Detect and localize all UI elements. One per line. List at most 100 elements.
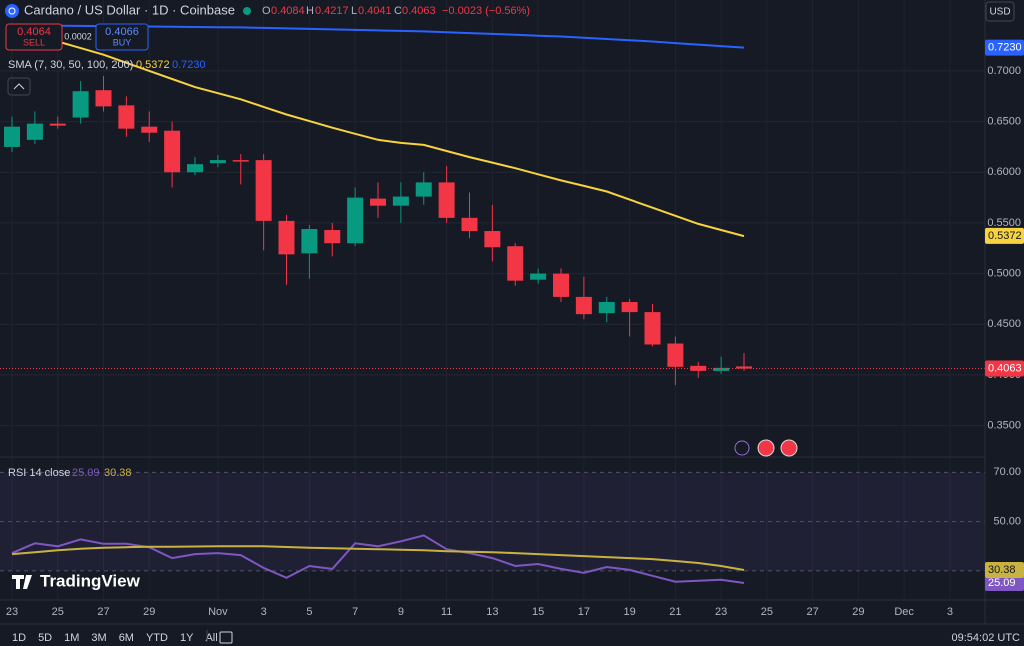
rsi-label[interactable]: RSI 14 close	[8, 467, 70, 479]
candle-body	[49, 123, 66, 126]
candle-body	[438, 182, 455, 218]
candle-body	[598, 301, 615, 314]
y-tick-label: 0.6000	[987, 166, 1021, 178]
ohlc-value: 0.4084	[271, 5, 305, 17]
candle-body	[324, 230, 341, 244]
x-tick-label: 7	[352, 606, 358, 618]
x-tick-label: 3	[947, 606, 953, 618]
y-tick-label: 0.5500	[987, 217, 1021, 229]
sell-price: 0.4064	[17, 26, 51, 38]
x-tick-label: Nov	[208, 606, 228, 618]
candle-body	[347, 197, 364, 244]
collapse-icon	[13, 83, 25, 90]
range-button[interactable]: 5D	[38, 632, 52, 644]
candle-body	[118, 105, 135, 129]
price-tag-label: 25.09	[988, 577, 1016, 589]
candle-body	[232, 160, 249, 162]
y-tick-label: 0.6500	[987, 116, 1021, 128]
x-tick-label: 5	[306, 606, 312, 618]
price-tag	[985, 227, 1024, 244]
candle-body	[26, 123, 43, 140]
collapse-button[interactable]	[7, 77, 31, 96]
price-tag	[985, 39, 1024, 56]
candle-body	[164, 130, 181, 173]
x-tick-label: 15	[532, 606, 544, 618]
x-tick-label: 13	[486, 606, 498, 618]
candle-body	[209, 160, 226, 164]
logo-mark	[12, 575, 32, 589]
x-tick-label: 29	[852, 606, 864, 618]
y-tick-label: 0.5000	[987, 268, 1021, 280]
range-button[interactable]: 1D	[12, 632, 26, 644]
tag-layer: 0.7000 0.6500 0.6000 0.5500 0.5000 0.4500 0.40…	[985, 39, 1024, 591]
x-tick-label: 29	[143, 606, 155, 618]
candle-body	[621, 301, 638, 313]
event-icon[interactable]	[734, 440, 750, 456]
indicator-line	[11, 534, 745, 584]
candle-body	[187, 164, 203, 173]
range-button[interactable]: All	[205, 632, 217, 644]
indicator-label[interactable]: SMA (7, 30, 50, 100, 200)	[8, 59, 133, 71]
rsi-value: 30.38	[104, 467, 132, 479]
x-tick-label: 19	[624, 606, 636, 618]
x-tick-label: 23	[715, 606, 727, 618]
y-tick-label: 0.3500	[987, 420, 1021, 432]
candle-body	[484, 231, 501, 248]
currency: USD	[989, 7, 1010, 18]
price-change: −0.0023 (−0.56%)	[442, 5, 530, 17]
sell-button[interactable]	[5, 23, 63, 51]
x-tick-label: 27	[97, 606, 109, 618]
symbol-icon-mark	[8, 7, 16, 15]
buy-button[interactable]	[95, 23, 149, 51]
candle-body	[553, 273, 569, 297]
candle-body	[461, 217, 478, 232]
ohlc-value: 0.4217	[315, 5, 349, 17]
candle-body	[667, 343, 684, 367]
y-tick-label: 0.4500	[987, 318, 1021, 330]
time-axis: 23 25 27 29 Nov 3 5 7 9 11 13 15 17 19 21 23 25 27 29 Dec 3	[6, 606, 953, 618]
candle-body	[507, 246, 524, 281]
candle-body	[530, 273, 547, 280]
clock: 09:54:02 UTC	[952, 632, 1021, 644]
candle-body	[370, 198, 386, 206]
buy-label: BUY	[113, 37, 132, 47]
range-button[interactable]: YTD	[146, 632, 168, 644]
candle-body	[690, 365, 707, 371]
indicator-line	[11, 545, 745, 571]
candle-body	[255, 160, 272, 221]
rsi-value: 25.09	[72, 467, 100, 479]
x-tick-label: 25	[52, 606, 64, 618]
range-button[interactable]: 3M	[91, 632, 106, 644]
price-tag	[985, 574, 1024, 591]
candle-body	[392, 196, 409, 206]
price-tag	[985, 561, 1024, 578]
x-tick-label: Dec	[894, 606, 914, 618]
range-button[interactable]: 1Y	[180, 632, 194, 644]
candle-body	[4, 126, 20, 147]
plot-layer	[0, 24, 985, 584]
indicator-value: 0.7230	[172, 59, 206, 71]
y-tick-label: 0.7000	[987, 65, 1021, 77]
currency-button[interactable]	[985, 1, 1015, 22]
y-tick-label: 50.00	[993, 516, 1021, 528]
indicator-value: 0.5372	[136, 59, 170, 71]
price-tag-label: 0.4063	[988, 362, 1022, 374]
symbol-title[interactable]: Cardano / US Dollar · 1D · Coinbase	[24, 2, 235, 17]
event-icon[interactable]	[757, 439, 775, 457]
spread: 0.0002	[64, 31, 92, 41]
ohlc-key: O	[262, 5, 271, 17]
candle-body	[278, 220, 295, 255]
ohlc-value: 0.4063	[402, 5, 436, 17]
event-icon[interactable]	[780, 439, 798, 457]
range-button[interactable]: 6M	[119, 632, 134, 644]
price-tag	[985, 360, 1024, 377]
candle-body	[415, 182, 432, 197]
x-tick-label: 21	[669, 606, 681, 618]
market-status	[243, 7, 251, 15]
bottom-toolbar: 1D 5D 1M 3M 6M YTD 1Y All	[12, 632, 218, 644]
calendar-icon[interactable]	[219, 631, 233, 644]
buy-price: 0.4066	[105, 26, 139, 38]
range-button[interactable]: 1M	[64, 632, 79, 644]
